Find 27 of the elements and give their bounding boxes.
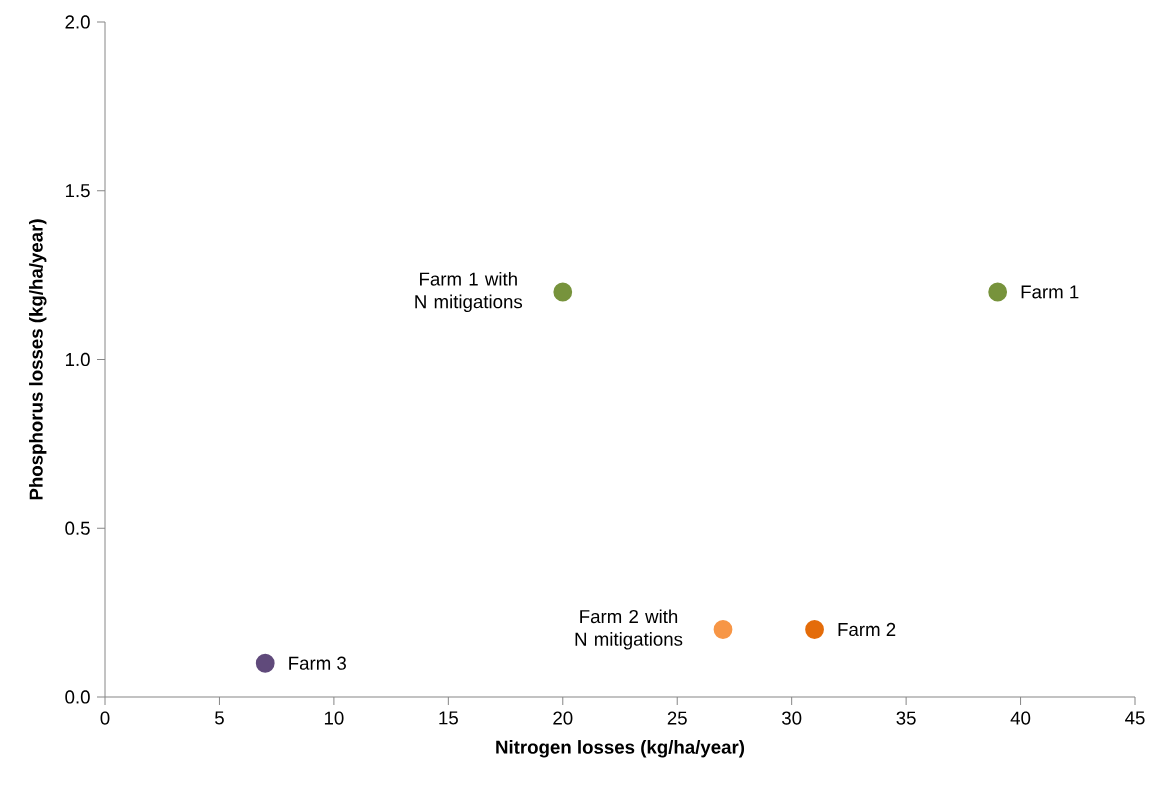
- x-axis-title: Nitrogen losses (kg/ha/year): [496, 740, 745, 758]
- x-tick-label: 0: [100, 711, 110, 725]
- series-label: Farm 3: [289, 656, 346, 670]
- x-tick-label: 30: [782, 711, 802, 725]
- x-tick-label: 10: [324, 711, 344, 725]
- series-label: Farm 2 with N mitigations: [575, 609, 683, 650]
- x-tick-label: 35: [896, 711, 916, 725]
- y-tick-label: 0.5: [65, 521, 90, 535]
- series-label: Farm 2: [838, 622, 896, 637]
- point: [805, 620, 824, 639]
- x-tick-label: 40: [1010, 711, 1031, 725]
- y-tick-label: 1.0: [65, 352, 90, 367]
- y-axis-title: Phosphorus losses (kg/ha/year): [29, 219, 47, 500]
- point: [713, 620, 733, 639]
- y-tick-label: 0.0: [65, 690, 90, 704]
- point: [988, 282, 1008, 302]
- point: [255, 653, 275, 673]
- x-tick-label: 45: [1125, 711, 1145, 725]
- y-tick-label: 2.0: [65, 15, 90, 29]
- point: [553, 282, 573, 302]
- y-tick-label: 1.5: [65, 184, 90, 198]
- x-tick-label: 5: [215, 711, 224, 725]
- series-label: Farm 1 with N mitigations: [415, 271, 523, 313]
- x-tick-label: 20: [553, 711, 573, 725]
- x-tick-label: 25: [667, 711, 687, 725]
- x-tick-label: 15: [439, 711, 458, 725]
- series-label: Farm 1: [1021, 285, 1079, 299]
